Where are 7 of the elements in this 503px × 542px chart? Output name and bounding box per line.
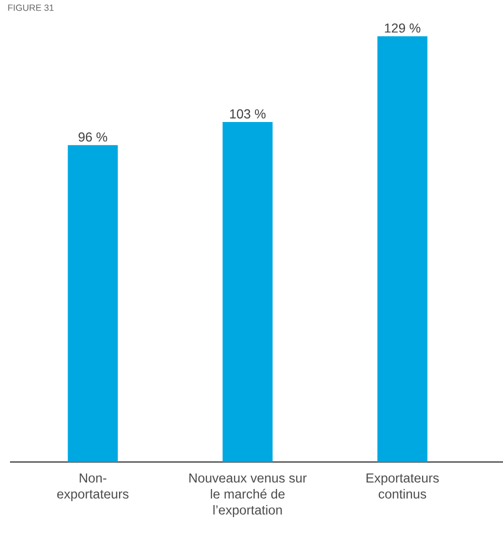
chart-title: FIGURE 31 <box>8 4 54 11</box>
x-tick-label: Exportateurs continus <box>366 474 439 499</box>
data-label: 103 % <box>230 109 266 118</box>
data-label: 96 % <box>78 132 108 142</box>
x-tick-label: Non-exportateurs <box>57 474 128 502</box>
x-tick-label: Nouveaux venus sur le marché de l’exportation <box>189 474 307 518</box>
data-label: 129 % <box>384 23 420 33</box>
